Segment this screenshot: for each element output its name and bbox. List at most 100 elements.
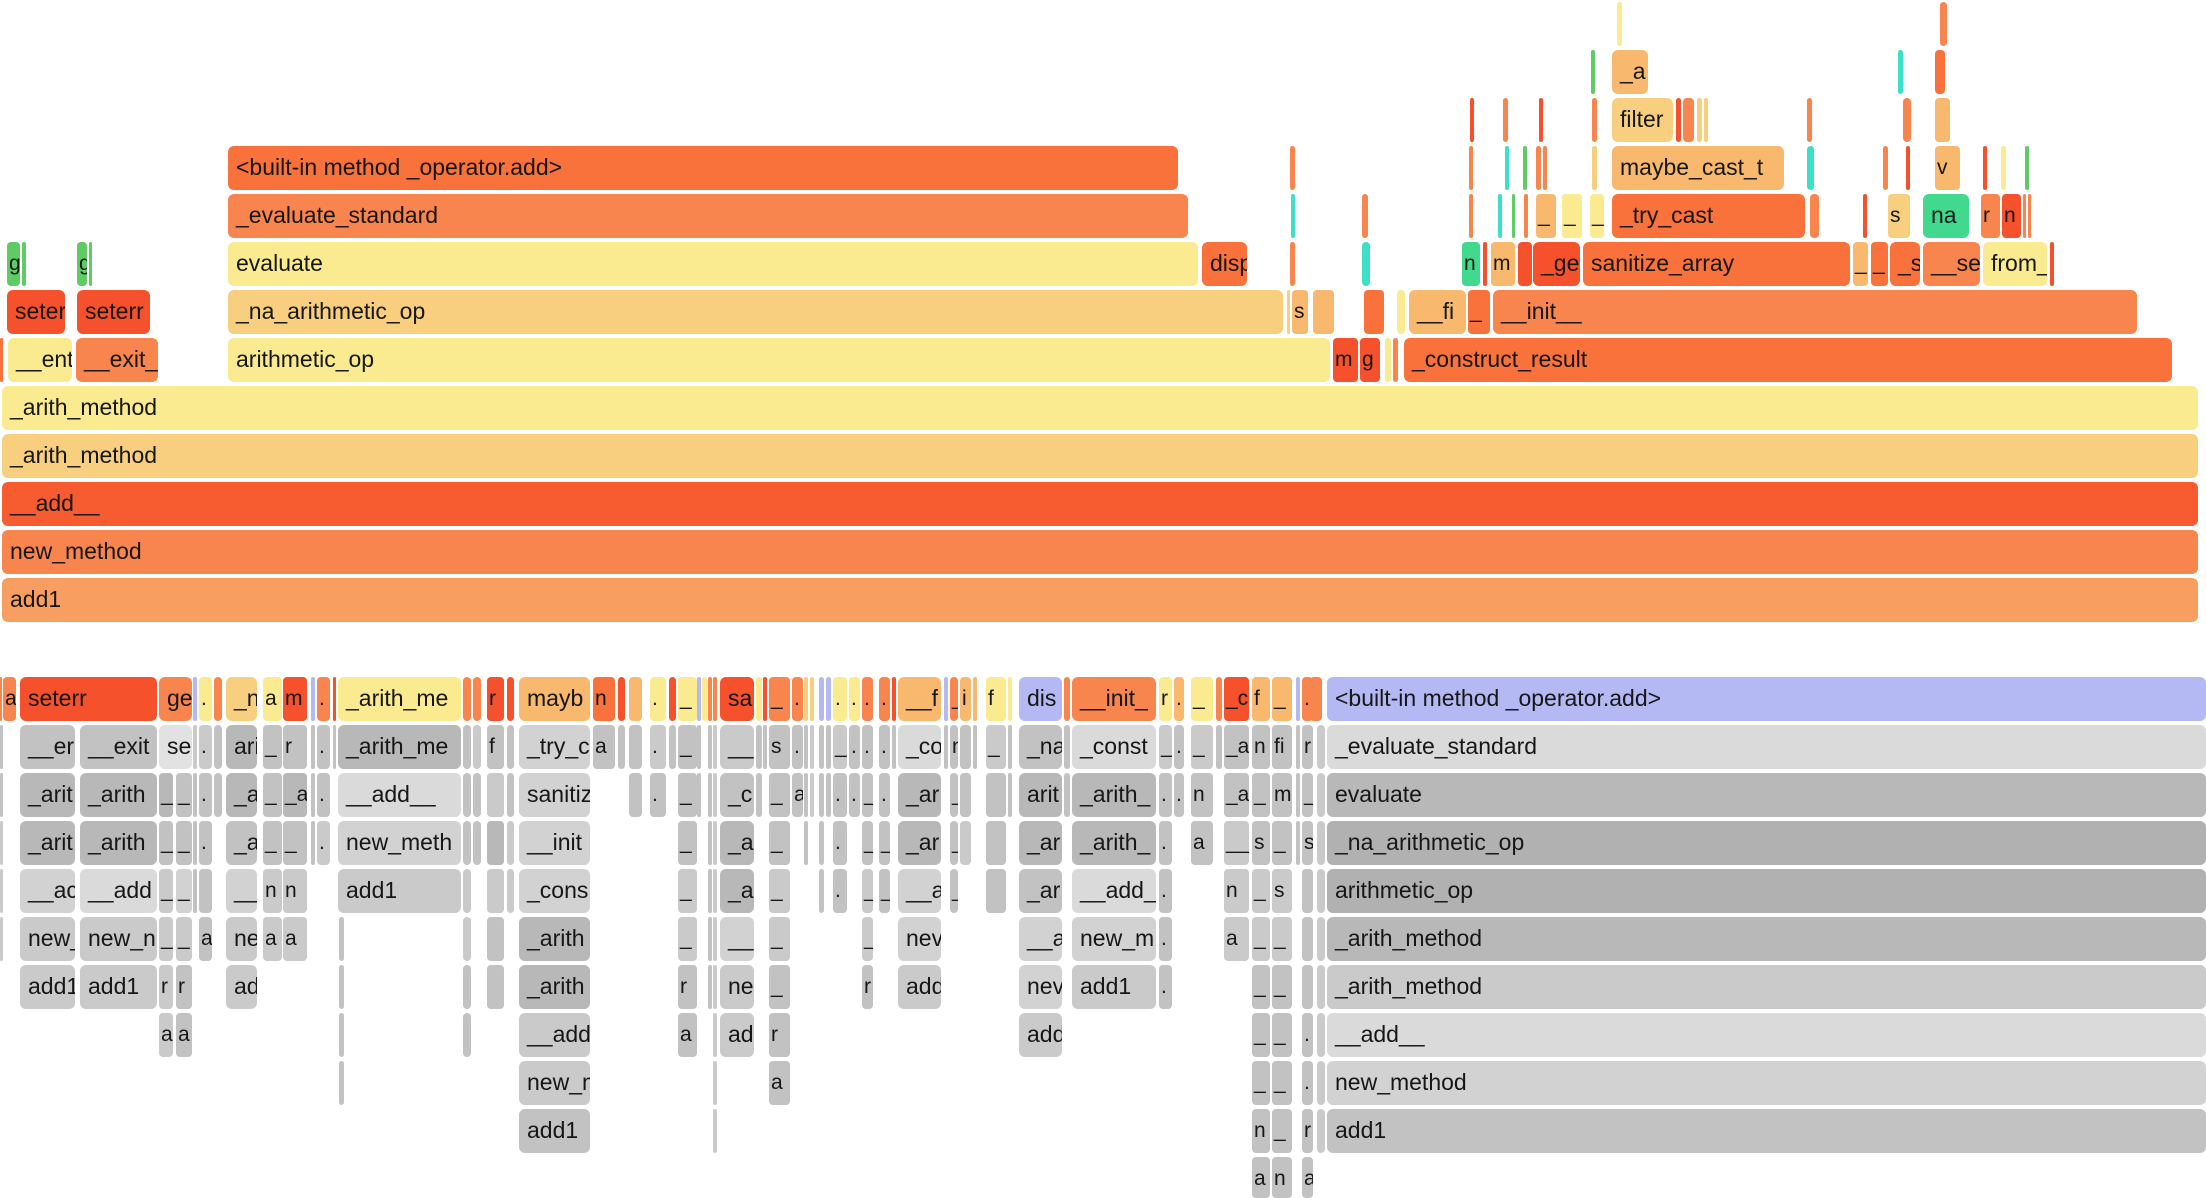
caller-frame[interactable]: __er <box>20 725 75 769</box>
flame-frame[interactable]: _ <box>769 677 790 721</box>
flame-frame[interactable]: mayb <box>519 677 590 721</box>
caller-frame[interactable] <box>1296 773 1300 817</box>
flame-frame[interactable] <box>1883 146 1888 190</box>
flame-frame[interactable]: arithmetic_op <box>228 338 1330 382</box>
caller-frame[interactable]: _try_c <box>519 725 590 769</box>
flame-frame[interactable] <box>0 677 2 721</box>
caller-frame[interactable]: _ <box>833 725 847 769</box>
flame-frame[interactable] <box>1536 146 1541 190</box>
flame-frame[interactable]: a <box>263 677 282 721</box>
caller-frame[interactable]: n <box>1191 773 1213 817</box>
flame-frame[interactable]: __fi <box>1409 290 1466 334</box>
caller-frame[interactable]: _ <box>263 773 282 817</box>
flame-frame[interactable]: v <box>1935 146 1960 190</box>
flame-frame[interactable]: _ <box>1536 194 1556 238</box>
caller-frame[interactable]: sanitiz <box>519 773 590 817</box>
caller-frame[interactable]: _ <box>1272 821 1292 865</box>
caller-frame[interactable]: _ <box>176 917 192 961</box>
caller-frame[interactable]: . <box>862 725 873 769</box>
caller-frame[interactable] <box>311 725 315 769</box>
flame-frame[interactable] <box>473 677 481 721</box>
flame-frame[interactable]: . <box>792 677 803 721</box>
caller-frame[interactable]: . <box>650 773 666 817</box>
caller-frame[interactable]: __ <box>720 725 754 769</box>
caller-frame[interactable]: . <box>1159 917 1172 961</box>
caller-frame[interactable]: _na <box>1019 725 1062 769</box>
flame-frame[interactable]: maybe_cast_t <box>1612 146 1784 190</box>
selected-frame[interactable] <box>826 677 831 721</box>
caller-frame[interactable]: r <box>769 1013 790 1057</box>
flame-frame[interactable] <box>1592 98 1597 142</box>
caller-frame[interactable] <box>629 773 642 817</box>
flame-frame[interactable]: from_ <box>1983 242 2047 286</box>
caller-frame[interactable]: nev <box>1019 965 1062 1009</box>
flame-frame[interactable] <box>463 677 471 721</box>
caller-frame[interactable]: _a <box>720 869 754 913</box>
caller-frame[interactable] <box>713 917 717 961</box>
caller-frame[interactable]: . <box>1174 725 1184 769</box>
caller-frame[interactable]: . <box>199 773 212 817</box>
flame-frame[interactable] <box>1483 242 1487 286</box>
caller-frame[interactable]: __exit <box>80 725 157 769</box>
caller-frame[interactable]: new_m <box>519 1061 590 1105</box>
caller-frame[interactable]: _ <box>769 869 790 913</box>
caller-frame[interactable] <box>804 725 808 769</box>
flame-frame[interactable]: ge <box>159 677 192 721</box>
flame-frame[interactable] <box>2025 146 2029 190</box>
flame-frame[interactable] <box>214 677 222 721</box>
flame-frame[interactable]: r <box>1981 194 2000 238</box>
caller-frame[interactable] <box>193 869 197 913</box>
caller-frame[interactable] <box>0 869 3 913</box>
caller-frame[interactable]: . <box>1159 821 1172 865</box>
flame-frame[interactable] <box>1364 290 1384 334</box>
flame-frame[interactable]: sanitize_array <box>1583 242 1850 286</box>
caller-frame[interactable]: r <box>678 965 697 1009</box>
caller-frame[interactable]: _ <box>1272 965 1292 1009</box>
flame-frame[interactable]: __exit__ <box>76 338 158 382</box>
flame-frame[interactable] <box>1935 98 1950 142</box>
caller-frame[interactable] <box>0 917 3 961</box>
flame-frame[interactable] <box>2028 194 2031 238</box>
flame-frame[interactable]: _ <box>950 677 958 721</box>
caller-frame[interactable]: a <box>792 773 803 817</box>
flame-frame[interactable]: filter <box>1612 98 1673 142</box>
caller-frame[interactable]: ari <box>226 725 257 769</box>
caller-frame[interactable] <box>487 869 504 913</box>
flame-frame[interactable] <box>1617 2 1622 46</box>
selected-frame[interactable] <box>944 677 948 721</box>
caller-frame[interactable] <box>708 965 712 1009</box>
flame-frame[interactable] <box>1903 98 1911 142</box>
caller-frame[interactable]: s <box>769 725 790 769</box>
flame-frame[interactable] <box>1008 677 1012 721</box>
caller-frame[interactable] <box>697 773 701 817</box>
caller-frame[interactable]: _ <box>1252 1061 1270 1105</box>
selected-frame[interactable] <box>819 677 824 721</box>
flame-frame[interactable]: _ <box>1468 290 1490 334</box>
flame-frame[interactable] <box>763 677 767 721</box>
flame-frame[interactable] <box>1310 677 1322 721</box>
flame-frame[interactable] <box>708 677 712 721</box>
caller-frame[interactable] <box>713 1013 717 1057</box>
caller-frame[interactable]: __add <box>80 869 157 913</box>
caller-frame[interactable] <box>1302 917 1313 961</box>
flame-frame[interactable]: . <box>1174 677 1184 721</box>
flame-frame[interactable]: na <box>1923 194 1969 238</box>
flame-frame[interactable] <box>892 677 896 721</box>
caller-frame[interactable]: add1 <box>519 1109 590 1153</box>
caller-frame[interactable]: n <box>950 725 958 769</box>
caller-frame[interactable]: s <box>1272 869 1292 913</box>
caller-frame[interactable] <box>986 821 1006 865</box>
caller-frame[interactable]: . <box>1159 773 1172 817</box>
caller-frame[interactable]: n <box>1224 869 1249 913</box>
caller-frame[interactable]: . <box>1302 1013 1313 1057</box>
flame-frame[interactable]: _ <box>678 677 697 721</box>
caller-frame[interactable] <box>0 773 3 817</box>
flame-frame[interactable] <box>1518 242 1532 286</box>
caller-frame[interactable]: __a <box>898 869 941 913</box>
caller-frame[interactable]: _ <box>176 869 192 913</box>
caller-frame[interactable]: new_m <box>1072 917 1156 961</box>
flame-frame[interactable]: . <box>199 677 212 721</box>
flame-frame[interactable] <box>1216 677 1222 721</box>
caller-frame[interactable]: arithmetic_op <box>1327 869 2206 913</box>
caller-frame[interactable] <box>463 917 471 961</box>
